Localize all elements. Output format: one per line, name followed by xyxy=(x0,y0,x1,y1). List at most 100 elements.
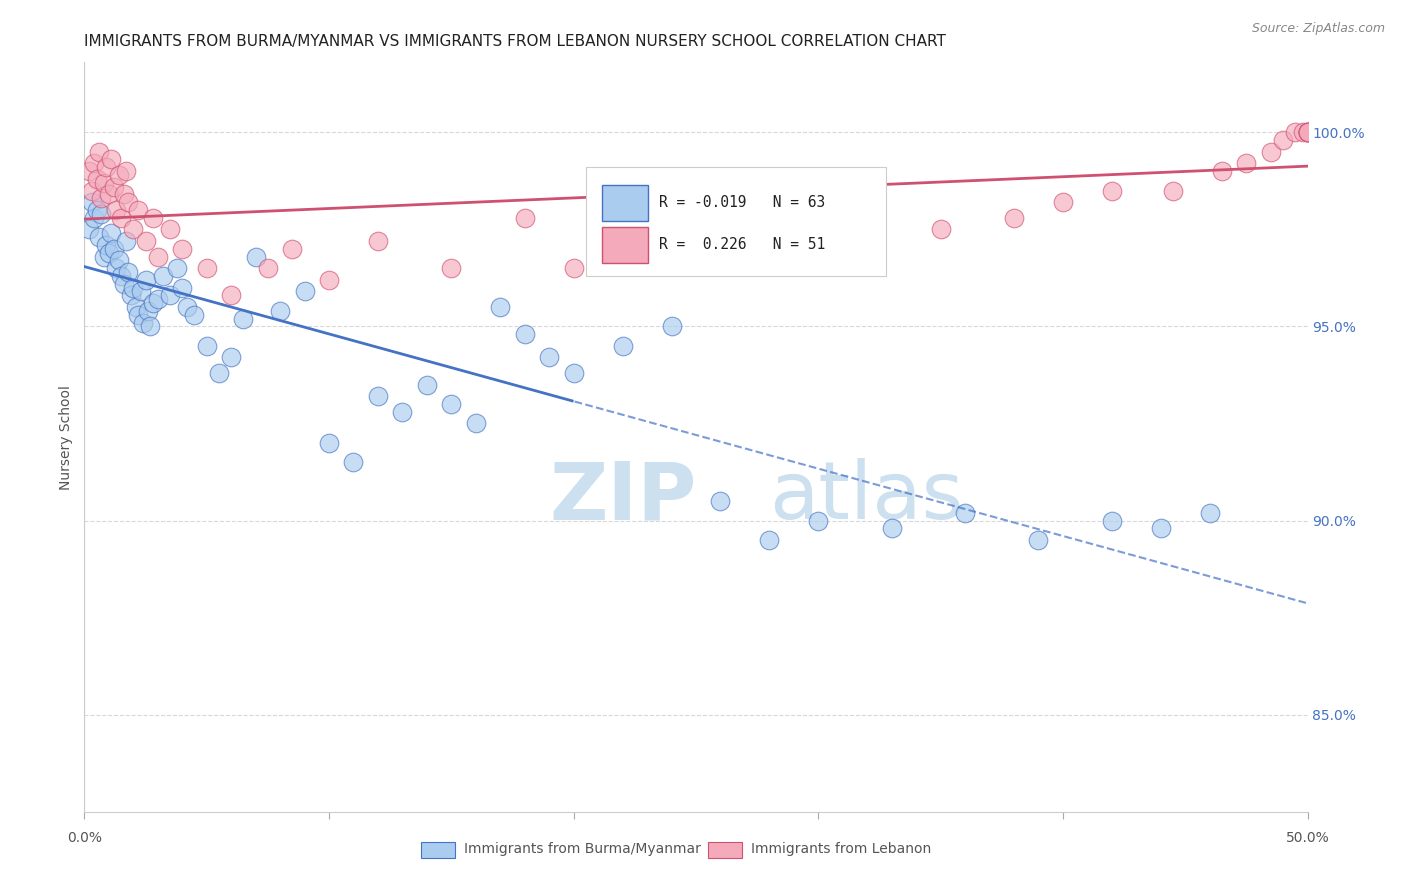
Point xyxy=(93,250,115,264)
Point xyxy=(87,230,110,244)
Point xyxy=(172,242,194,256)
Point xyxy=(90,191,112,205)
Point xyxy=(77,164,100,178)
Text: Source: ZipAtlas.com: Source: ZipAtlas.com xyxy=(1251,22,1385,36)
Point xyxy=(152,268,174,283)
Text: IMMIGRANTS FROM BURMA/MYANMAR VS IMMIGRANTS FROM LEBANON NURSERY SCHOOL CORRELAT: IMMIGRANTS FROM BURMA/MYANMAR VS IMMIGRA… xyxy=(84,34,946,49)
Point xyxy=(208,366,231,380)
Point xyxy=(342,455,364,469)
Point xyxy=(183,308,205,322)
Point xyxy=(107,168,129,182)
Point xyxy=(1296,125,1319,139)
Point xyxy=(146,292,169,306)
Point xyxy=(807,514,830,528)
Point xyxy=(127,202,149,217)
Point xyxy=(132,316,155,330)
FancyBboxPatch shape xyxy=(586,168,886,276)
Point xyxy=(232,311,254,326)
Text: ZIP: ZIP xyxy=(550,458,696,536)
FancyBboxPatch shape xyxy=(602,186,648,221)
Point xyxy=(219,351,242,365)
Point xyxy=(105,202,128,217)
Point xyxy=(103,179,125,194)
Point xyxy=(685,234,707,248)
Point xyxy=(80,184,103,198)
Point xyxy=(117,195,139,210)
Point xyxy=(929,222,952,236)
Point xyxy=(115,164,138,178)
Point xyxy=(661,319,683,334)
Point xyxy=(107,253,129,268)
Point xyxy=(103,242,125,256)
Point xyxy=(245,250,267,264)
Point xyxy=(195,261,218,276)
Point xyxy=(1236,156,1258,170)
Point xyxy=(807,250,830,264)
Point xyxy=(612,339,634,353)
Point xyxy=(1292,125,1315,139)
Point xyxy=(80,195,103,210)
Point xyxy=(146,250,169,264)
Point xyxy=(112,187,135,202)
Point xyxy=(318,436,340,450)
Point xyxy=(513,211,536,225)
Point xyxy=(93,176,115,190)
Point xyxy=(120,288,142,302)
Point xyxy=(1198,506,1220,520)
Point xyxy=(562,366,585,380)
Point xyxy=(1052,195,1074,210)
Point xyxy=(953,506,976,520)
FancyBboxPatch shape xyxy=(709,842,742,858)
Point xyxy=(1101,514,1123,528)
Point xyxy=(1272,133,1295,147)
Point xyxy=(97,245,120,260)
Point xyxy=(135,234,157,248)
Point xyxy=(96,161,118,175)
Point xyxy=(112,277,135,291)
Point xyxy=(135,273,157,287)
Point xyxy=(110,211,132,225)
Point xyxy=(709,494,731,508)
Point xyxy=(90,207,112,221)
Point xyxy=(367,234,389,248)
Point xyxy=(1296,125,1319,139)
Point xyxy=(136,304,159,318)
Point xyxy=(1296,125,1319,139)
Point xyxy=(1296,125,1319,139)
Text: Immigrants from Burma/Myanmar: Immigrants from Burma/Myanmar xyxy=(464,842,700,856)
Point xyxy=(129,285,152,299)
Text: R = -0.019   N = 63: R = -0.019 N = 63 xyxy=(659,195,825,210)
Point xyxy=(87,145,110,159)
Text: atlas: atlas xyxy=(769,458,963,536)
Point xyxy=(1101,184,1123,198)
Point xyxy=(86,172,108,186)
Point xyxy=(86,202,108,217)
Point xyxy=(538,351,561,365)
Point xyxy=(758,533,780,547)
Point xyxy=(440,397,463,411)
FancyBboxPatch shape xyxy=(602,227,648,263)
Point xyxy=(83,156,105,170)
Text: R =  0.226   N = 51: R = 0.226 N = 51 xyxy=(659,237,825,252)
Point xyxy=(281,242,304,256)
Point xyxy=(1296,125,1319,139)
Point xyxy=(219,288,242,302)
Point xyxy=(139,319,162,334)
Point xyxy=(127,308,149,322)
Point xyxy=(96,238,118,252)
Point xyxy=(416,377,439,392)
FancyBboxPatch shape xyxy=(420,842,456,858)
Point xyxy=(269,304,291,318)
Point xyxy=(122,280,145,294)
Point xyxy=(77,222,100,236)
Point xyxy=(110,268,132,283)
Point xyxy=(166,261,188,276)
Point xyxy=(105,261,128,276)
Point xyxy=(880,521,903,535)
Point xyxy=(1150,521,1173,535)
Point xyxy=(513,327,536,342)
Point xyxy=(176,300,198,314)
Point xyxy=(562,261,585,276)
Point xyxy=(257,261,280,276)
Point xyxy=(125,300,148,314)
